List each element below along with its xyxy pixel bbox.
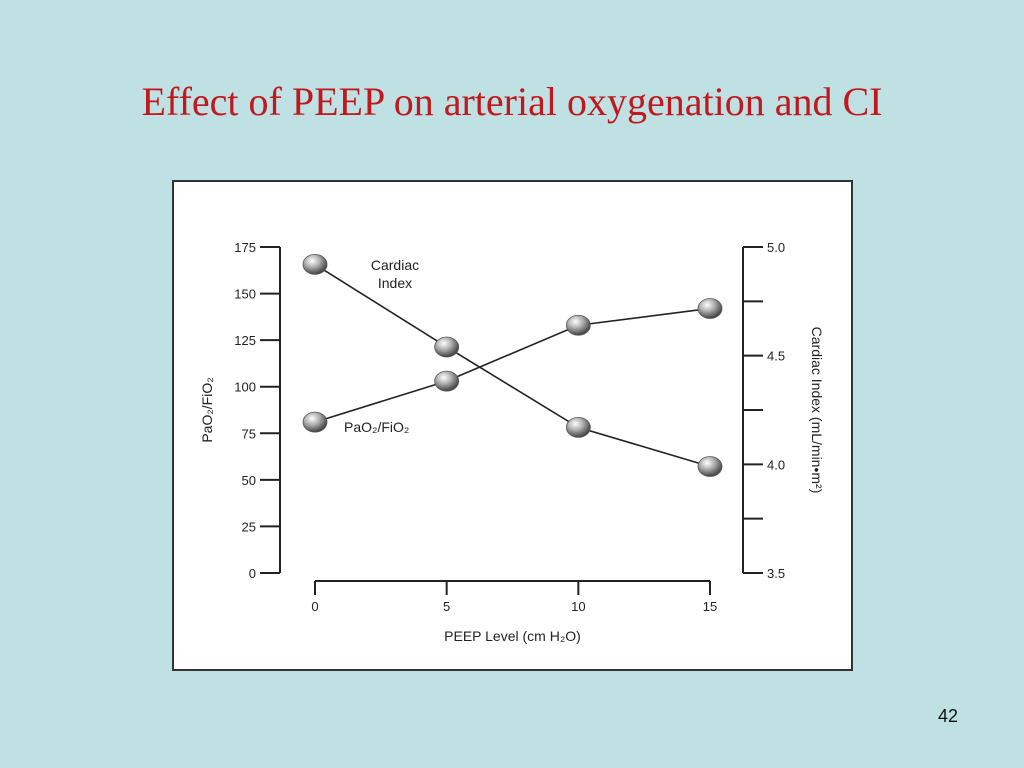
x-tick-label: 5 <box>443 599 450 614</box>
axes-layer <box>260 246 763 595</box>
x-axis-title: PEEP Level (cm H₂O) <box>444 628 581 644</box>
x-tick-label: 0 <box>311 599 318 614</box>
left-y-tick-label: 75 <box>242 426 256 441</box>
series-line <box>314 263 711 468</box>
x-tick-label: 15 <box>703 599 717 614</box>
data-point <box>434 336 460 358</box>
data-point <box>565 314 591 336</box>
slide-title: Effect of PEEP on arterial oxygenation a… <box>141 79 883 124</box>
cardiac-index-annotation: Cardiac <box>371 257 419 273</box>
series-line <box>314 307 711 423</box>
slide-number: 42 <box>938 706 959 726</box>
chart-figure: 0 25 50 75 100 125 150 175 3.5 4.0 4.5 5.0 0 5 10 15 PEE… <box>172 180 853 671</box>
cardiac-index-annotation: Index <box>378 275 412 291</box>
data-point <box>302 411 328 433</box>
left-y-tick-label: 0 <box>249 566 256 581</box>
data-point <box>697 456 723 477</box>
data-point <box>434 370 460 392</box>
right-y-tick-label: 4.0 <box>767 457 785 472</box>
lines-layer <box>314 263 711 468</box>
left-y-tick-label: 50 <box>242 473 256 488</box>
text-layer: 0 25 50 75 100 125 150 175 3.5 4.0 4.5 5.0 0 5 10 15 PEE… <box>199 240 825 644</box>
right-y-tick-label: 3.5 <box>767 566 785 581</box>
left-y-tick-label: 150 <box>234 287 256 302</box>
left-y-axis-title: PaO₂/FiO₂ <box>199 377 215 442</box>
left-y-tick-label: 100 <box>234 380 256 395</box>
left-y-tick-label: 25 <box>242 519 256 534</box>
right-y-tick-label: 4.5 <box>767 349 785 364</box>
data-point <box>565 416 591 438</box>
peep-chart: 0 25 50 75 100 125 150 175 3.5 4.0 4.5 5.0 0 5 10 15 PEE… <box>199 240 825 644</box>
left-y-tick-label: 125 <box>234 333 256 348</box>
right-y-axis-title: Cardiac Index (mL/min•m²) <box>809 327 825 494</box>
data-point <box>697 298 723 319</box>
right-y-tick-label: 5.0 <box>767 240 785 255</box>
markers-layer <box>302 253 723 477</box>
data-point <box>302 253 328 275</box>
pao2-fio2-annotation: PaO₂/FiO₂ <box>344 419 409 435</box>
x-tick-label: 10 <box>571 599 585 614</box>
left-y-tick-label: 175 <box>234 240 256 255</box>
